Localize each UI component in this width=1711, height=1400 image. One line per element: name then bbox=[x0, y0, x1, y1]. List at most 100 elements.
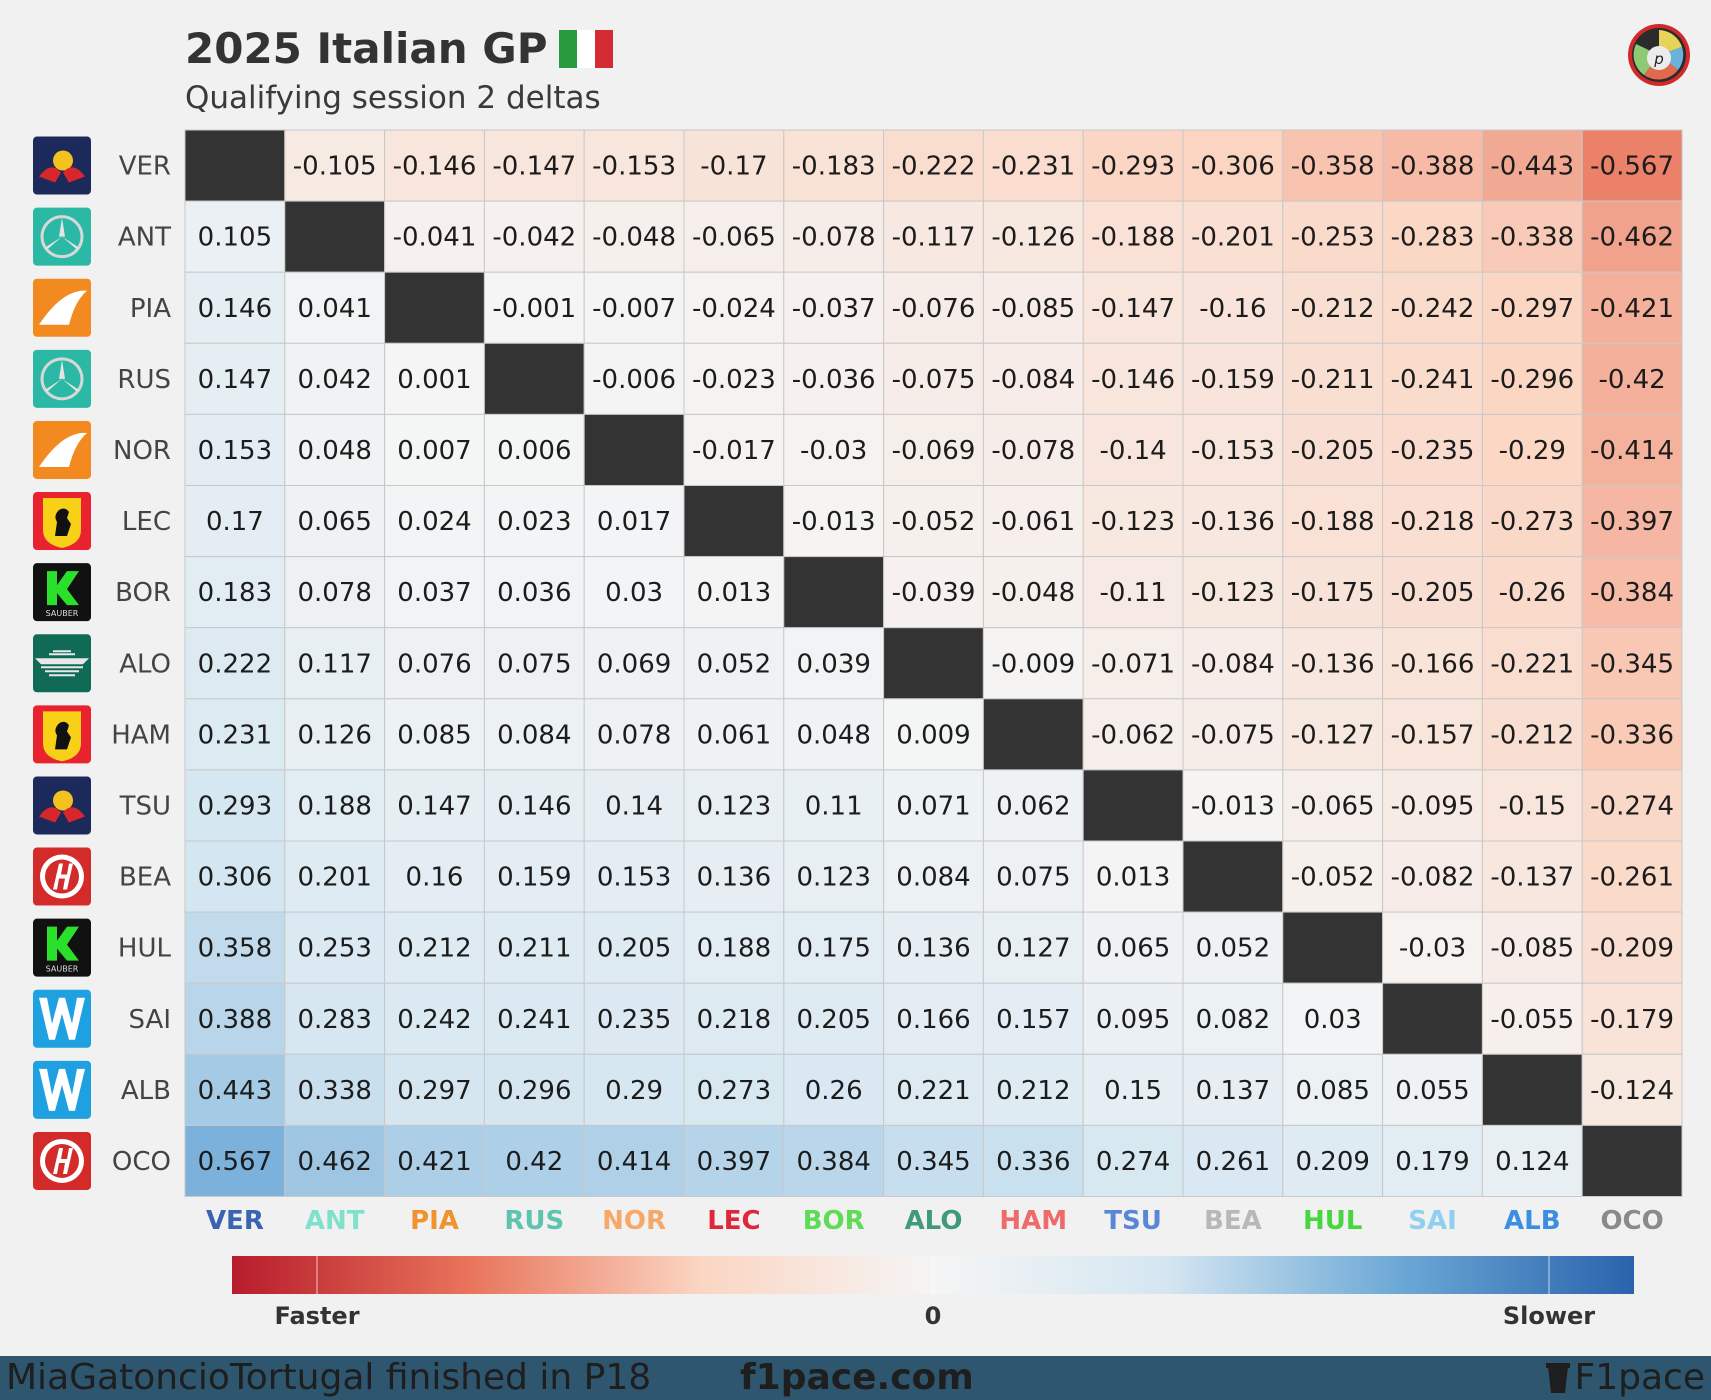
heatmap-cell-value: 0.336 bbox=[996, 1147, 1070, 1177]
heatmap-cell-value: 0.221 bbox=[896, 1076, 970, 1106]
heatmap-cell bbox=[1282, 1053, 1384, 1126]
heatmap-cell bbox=[583, 485, 685, 558]
heatmap-cell-value: 0.095 bbox=[1096, 1005, 1170, 1035]
heatmap-cell-value: -0.041 bbox=[393, 223, 477, 253]
heatmap-cell-value: 0.17 bbox=[206, 507, 264, 537]
heatmap-diagonal-cell bbox=[184, 129, 286, 202]
heatmap-cell-value: 0.136 bbox=[896, 934, 970, 964]
heatmap-cell-value: -0.013 bbox=[1191, 791, 1275, 821]
heatmap-cell bbox=[1481, 556, 1583, 629]
heatmap-cell-value: -0.036 bbox=[792, 365, 876, 395]
heatmap-cell-value: -0.123 bbox=[1191, 578, 1275, 608]
heatmap-cell bbox=[284, 342, 386, 415]
heatmap-cell-value: 0.146 bbox=[497, 791, 571, 821]
heatmap-cell-value: -0.013 bbox=[792, 507, 876, 537]
heatmap-cell bbox=[1382, 911, 1483, 984]
heatmap-cell-value: 0.009 bbox=[896, 720, 970, 750]
heatmap-cell-value: 0.211 bbox=[497, 934, 571, 964]
heatmap-cell-value: -0.462 bbox=[1590, 223, 1674, 253]
row-label: HAM bbox=[111, 720, 171, 750]
heatmap-cell bbox=[483, 485, 585, 558]
heatmap-cell-value: -0.105 bbox=[293, 152, 377, 182]
heatmap-cell bbox=[583, 769, 685, 842]
heatmap-cell-value: 0.042 bbox=[297, 365, 371, 395]
heatmap-cell-value: -0.082 bbox=[1391, 863, 1475, 893]
heatmap-diagonal-cell bbox=[1082, 769, 1184, 842]
heatmap-cell bbox=[683, 129, 785, 202]
heatmap-cell-value: 0.159 bbox=[497, 863, 571, 893]
heatmap-cell bbox=[783, 698, 885, 771]
heatmap-cell-value: -0.085 bbox=[991, 294, 1075, 324]
heatmap-cell-value: 0.146 bbox=[198, 294, 272, 324]
heatmap-diagonal-cell bbox=[583, 413, 685, 486]
heatmap-cell bbox=[1082, 485, 1184, 558]
row-label: BEA bbox=[119, 863, 171, 893]
heatmap-cell-value: -0.17 bbox=[700, 152, 767, 182]
heatmap-cell bbox=[184, 1053, 286, 1126]
heatmap-cell-value: 0.085 bbox=[397, 720, 471, 750]
heatmap-cell-value: -0.15 bbox=[1499, 791, 1566, 821]
heatmap-cell-value: 0.084 bbox=[896, 863, 970, 893]
heatmap-cell-value: 0.296 bbox=[497, 1076, 571, 1106]
heatmap-cell bbox=[284, 769, 386, 842]
heatmap-cell bbox=[1282, 982, 1384, 1055]
column-label: BOR bbox=[803, 1206, 865, 1236]
row-label: HUL bbox=[118, 934, 172, 964]
heatmap-diagonal-cell bbox=[384, 271, 485, 344]
title-text: 2025 Italian GP bbox=[185, 24, 548, 73]
heatmap-cell-value: -0.146 bbox=[1091, 365, 1175, 395]
heatmap-cell-value: 0.567 bbox=[198, 1147, 272, 1177]
heatmap-cell bbox=[783, 413, 885, 486]
heatmap-cell bbox=[982, 1053, 1084, 1126]
heatmap-cell bbox=[1282, 200, 1384, 273]
row-label: OCO bbox=[112, 1147, 171, 1177]
heatmap-cell bbox=[1182, 982, 1284, 1055]
heatmap-cell-value: 0.075 bbox=[996, 863, 1070, 893]
heatmap-cell bbox=[284, 413, 386, 486]
footer-site: f1pace.com bbox=[740, 1357, 974, 1398]
heatmap-cell bbox=[883, 769, 984, 842]
heatmap-cell-value: -0.297 bbox=[1490, 294, 1574, 324]
heatmap-cell-value: 0.065 bbox=[1096, 934, 1170, 964]
column-label: PIA bbox=[410, 1206, 459, 1236]
heatmap-cell-value: 0.443 bbox=[198, 1076, 272, 1106]
heatmap-cell-value: 0.241 bbox=[497, 1005, 571, 1035]
heatmap-cell-value: -0.136 bbox=[1291, 649, 1375, 679]
heatmap-cell bbox=[284, 982, 386, 1055]
colorbar-label-faster: Faster bbox=[274, 1302, 360, 1330]
heatmap-cell-value: -0.212 bbox=[1291, 294, 1375, 324]
heatmap-cell bbox=[1581, 911, 1683, 984]
heatmap-cell-value: 0.105 bbox=[198, 223, 272, 253]
heatmap-cell-value: 0.242 bbox=[397, 1005, 471, 1035]
heatmap-cell bbox=[683, 840, 785, 913]
heatmap-cell-value: -0.421 bbox=[1590, 294, 1674, 324]
heatmap-cell-value: -0.42 bbox=[1598, 365, 1665, 395]
footer-brand: F1pace bbox=[1545, 1356, 1705, 1400]
heatmap-cell bbox=[384, 1053, 485, 1126]
heatmap-cell-value: -0.157 bbox=[1391, 720, 1475, 750]
heatmap-cell-value: 0.117 bbox=[297, 649, 371, 679]
heatmap-cell-value: 0.124 bbox=[1495, 1147, 1569, 1177]
heatmap-cell-value: -0.023 bbox=[692, 365, 776, 395]
heatmap-cell-value: -0.274 bbox=[1590, 791, 1674, 821]
heatmap-cell-value: -0.397 bbox=[1590, 507, 1674, 537]
heatmap-cell-value: 0.001 bbox=[397, 365, 471, 395]
heatmap-cell bbox=[883, 1053, 984, 1126]
heatmap-cell-value: 0.153 bbox=[198, 436, 272, 466]
heatmap-cell-value: -0.293 bbox=[1091, 152, 1175, 182]
heatmap-cell-value: -0.218 bbox=[1391, 507, 1475, 537]
heatmap-cell bbox=[1382, 271, 1483, 344]
heatmap-cell-value: 0.055 bbox=[1395, 1076, 1469, 1106]
heatmap-cell bbox=[184, 200, 286, 273]
heatmap-cell-value: -0.078 bbox=[991, 436, 1075, 466]
heatmap-cell-value: 0.188 bbox=[697, 934, 771, 964]
heatmap-cell-value: 0.006 bbox=[497, 436, 571, 466]
heatmap-cell-value: 0.03 bbox=[1304, 1005, 1362, 1035]
row-label: BOR bbox=[115, 578, 171, 608]
heatmap-diagonal-cell bbox=[1581, 1124, 1683, 1198]
heatmap-cell bbox=[1182, 485, 1284, 558]
heatmap-cell-value: 0.007 bbox=[397, 436, 471, 466]
row-label: TSU bbox=[119, 791, 171, 821]
heatmap-cell-value: -0.039 bbox=[892, 578, 976, 608]
heatmap-cell-value: 0.338 bbox=[297, 1076, 371, 1106]
